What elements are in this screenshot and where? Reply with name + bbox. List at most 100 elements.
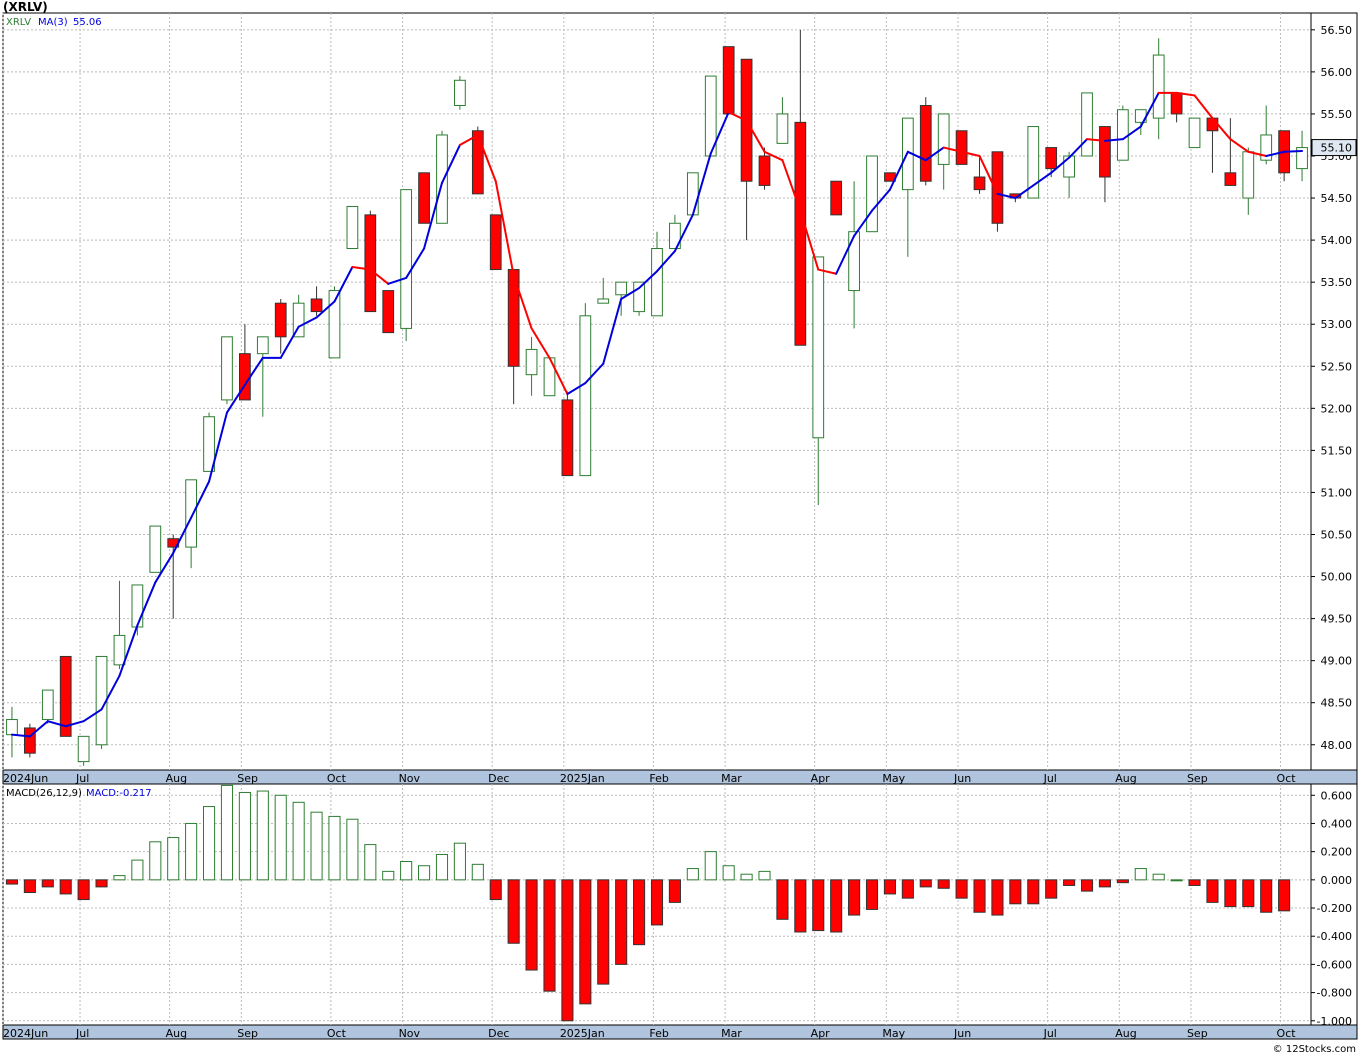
ma-line-segment <box>243 356 264 386</box>
macd-bar <box>561 879 574 1022</box>
candle-body <box>866 155 878 233</box>
candle-body <box>1188 117 1201 149</box>
candle-body <box>1099 126 1111 178</box>
macd-y-tick-label: -0.400 <box>1317 930 1352 943</box>
candle-body <box>1242 151 1255 199</box>
candle-body <box>686 172 699 216</box>
date-axis-band <box>2 1024 1358 1040</box>
ma-line-segment <box>28 720 49 738</box>
macd-bar <box>418 865 431 881</box>
ma-line-segment <box>996 192 1017 200</box>
macd-bar <box>668 879 681 903</box>
macd-bar <box>507 879 520 944</box>
macd-bar <box>991 879 1004 916</box>
macd-x-tick-label: Jun <box>953 1027 971 1040</box>
macd-bar <box>203 806 216 881</box>
macd-bar <box>220 784 234 881</box>
ma-line-segment <box>82 708 103 723</box>
x-tick-label: Aug <box>166 772 187 785</box>
last-price-box <box>1311 139 1357 157</box>
macd-x-tick-label: 2024Jun <box>3 1027 48 1040</box>
ma-line-segment <box>423 181 443 250</box>
candle-body <box>651 248 663 317</box>
ma-line-segment <box>602 297 623 365</box>
y-tick-label: 50.50 <box>1321 528 1353 541</box>
ma-line-segment <box>190 480 211 519</box>
ma-line-segment <box>548 356 569 396</box>
candle-body <box>1045 147 1058 170</box>
y-tick-label: 51.50 <box>1321 444 1353 457</box>
candle-body <box>1170 92 1183 115</box>
ma-line-segment <box>405 247 426 279</box>
x-tick-label: Oct <box>1277 772 1297 785</box>
ma-line-segment <box>46 720 67 728</box>
x-tick-label: Jun <box>953 772 971 785</box>
ma-line-segment <box>64 720 85 728</box>
x-tick-label: Oct <box>327 772 347 785</box>
y-tick-label: 49.00 <box>1321 655 1353 668</box>
ma-line-segment <box>1265 150 1286 157</box>
x-tick-label: Jul <box>75 772 89 785</box>
macd-x-tick-label: Apr <box>811 1027 831 1040</box>
macd-bar <box>883 879 896 895</box>
ma-line-segment <box>960 150 981 157</box>
macd-bar <box>310 811 323 881</box>
ma-line-segment <box>225 383 246 414</box>
ma-line-segment <box>512 274 533 330</box>
ma-line-segment <box>172 516 193 554</box>
x-tick-label: Sep <box>1187 772 1208 785</box>
macd-bar <box>597 879 610 985</box>
macd-x-tick-label: Sep <box>237 1027 258 1040</box>
macd-bar <box>794 879 807 933</box>
candle-body <box>24 727 36 754</box>
ma-line-segment <box>118 624 139 677</box>
macd-x-tick-label: Oct <box>327 1027 347 1040</box>
macd-bar <box>59 879 72 895</box>
macd-x-tick-label: Feb <box>649 1027 668 1040</box>
macd-bar <box>1206 879 1219 903</box>
macd-bar <box>1116 879 1129 884</box>
candle-body <box>1152 54 1165 119</box>
candle-body <box>1081 92 1093 157</box>
macd-bar <box>1080 879 1094 892</box>
macd-bar <box>471 863 484 881</box>
candle-body <box>382 290 395 334</box>
macd-bar <box>1045 879 1058 899</box>
ma-line-segment <box>727 111 748 122</box>
ma-line-segment <box>154 551 175 584</box>
ma-line-segment <box>1283 149 1304 153</box>
y-tick-label: 55.50 <box>1321 108 1353 121</box>
x-tick-label: Nov <box>399 772 421 785</box>
macd-bar <box>1188 879 1201 886</box>
macd-bar <box>131 859 144 881</box>
ma-line-segment <box>709 111 730 155</box>
macd-y-tick-label: -0.600 <box>1317 958 1352 971</box>
macd-x-tick-label: 2025Jan <box>560 1027 605 1040</box>
candle-body <box>633 281 645 313</box>
x-tick-label: 2025Jan <box>560 772 605 785</box>
candle-body <box>256 336 269 355</box>
macd-bar <box>1242 879 1255 908</box>
y-tick-label: 52.50 <box>1321 360 1353 373</box>
macd-x-tick-label: Jul <box>1043 1027 1057 1040</box>
macd-bar <box>382 870 395 881</box>
macd-bar <box>1224 879 1237 908</box>
y-tick-label: 51.00 <box>1321 486 1353 499</box>
ma-line-segment <box>369 268 390 285</box>
candle-body <box>776 113 789 144</box>
ma-line-segment <box>691 152 712 216</box>
candle-body <box>579 315 592 477</box>
macd-bar <box>5 879 19 885</box>
ma-line-segment <box>1121 125 1142 141</box>
date-axis-band <box>2 769 1358 785</box>
macd-bar <box>776 879 789 920</box>
macd-y-tick-label: -1.000 <box>1317 1015 1352 1028</box>
ma-line-segment <box>584 362 605 385</box>
macd-bar <box>704 851 717 881</box>
x-tick-label: Apr <box>811 772 831 785</box>
macd-y-tick-label: 0.400 <box>1321 817 1353 830</box>
macd-bar <box>848 879 861 916</box>
ma-line-segment <box>1086 138 1106 142</box>
y-tick-label: 48.50 <box>1321 697 1353 710</box>
macd-bar <box>95 879 108 888</box>
